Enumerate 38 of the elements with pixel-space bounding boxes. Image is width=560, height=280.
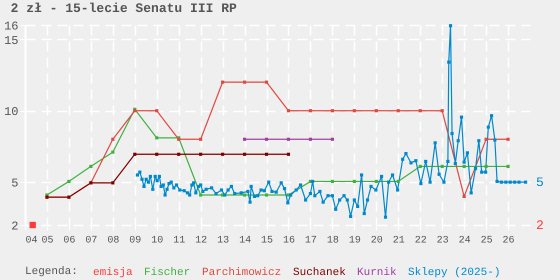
legend-title: Legenda: — [25, 266, 78, 278]
x-tick-label: 24 — [458, 236, 471, 246]
x-tick-label: 25 — [480, 236, 493, 246]
text: emisja — [93, 266, 134, 279]
y-tick-label: 15 — [4, 34, 18, 48]
text: Suchanek — [293, 266, 346, 279]
x-tick-label: 07 — [85, 236, 98, 246]
x-tick-label: 16 — [282, 236, 295, 246]
x-tick-label: 04 — [26, 236, 38, 246]
text: Fischer — [144, 266, 190, 279]
annotation: 5 — [536, 175, 544, 190]
x-tick-label: 05 — [41, 236, 54, 246]
text: 2 — [536, 218, 544, 233]
x-tick-label: 13 — [217, 236, 230, 246]
x-tick-label: 15 — [261, 236, 274, 246]
x-tick-label: 22 — [414, 236, 427, 246]
x-tick-label: 23 — [436, 236, 449, 246]
y-tick-label: 16 — [4, 20, 18, 34]
y-tick-label: 5 — [11, 176, 18, 191]
x-tick-label: 17 — [304, 236, 317, 246]
x-tick-label: 20 — [370, 236, 383, 246]
x-tick-label: 10 — [151, 236, 164, 246]
x-tick-label: 08 — [107, 236, 120, 246]
chart-title: 2 zł - 15-lecie Senatu III RP — [10, 1, 238, 16]
x-tick-label: 19 — [348, 236, 361, 246]
x-tick-label: 18 — [326, 236, 339, 246]
x-tick-label: 14 — [239, 236, 252, 246]
x-tick-label: 11 — [173, 236, 186, 246]
y-tick-label: 2 — [11, 220, 18, 234]
x-tick-label: 06 — [63, 236, 76, 246]
x-tick-label: 12 — [195, 236, 208, 246]
text: Kurnik — [357, 266, 398, 279]
text: Parchimowicz — [202, 266, 282, 279]
text: Sklepy (2025-) — [408, 266, 500, 279]
x-tick-label: 09 — [129, 236, 142, 246]
x-tick-label: 21 — [392, 236, 405, 246]
y-tick-label: 10 — [4, 105, 18, 120]
x-tick-label: 26 — [502, 236, 515, 246]
